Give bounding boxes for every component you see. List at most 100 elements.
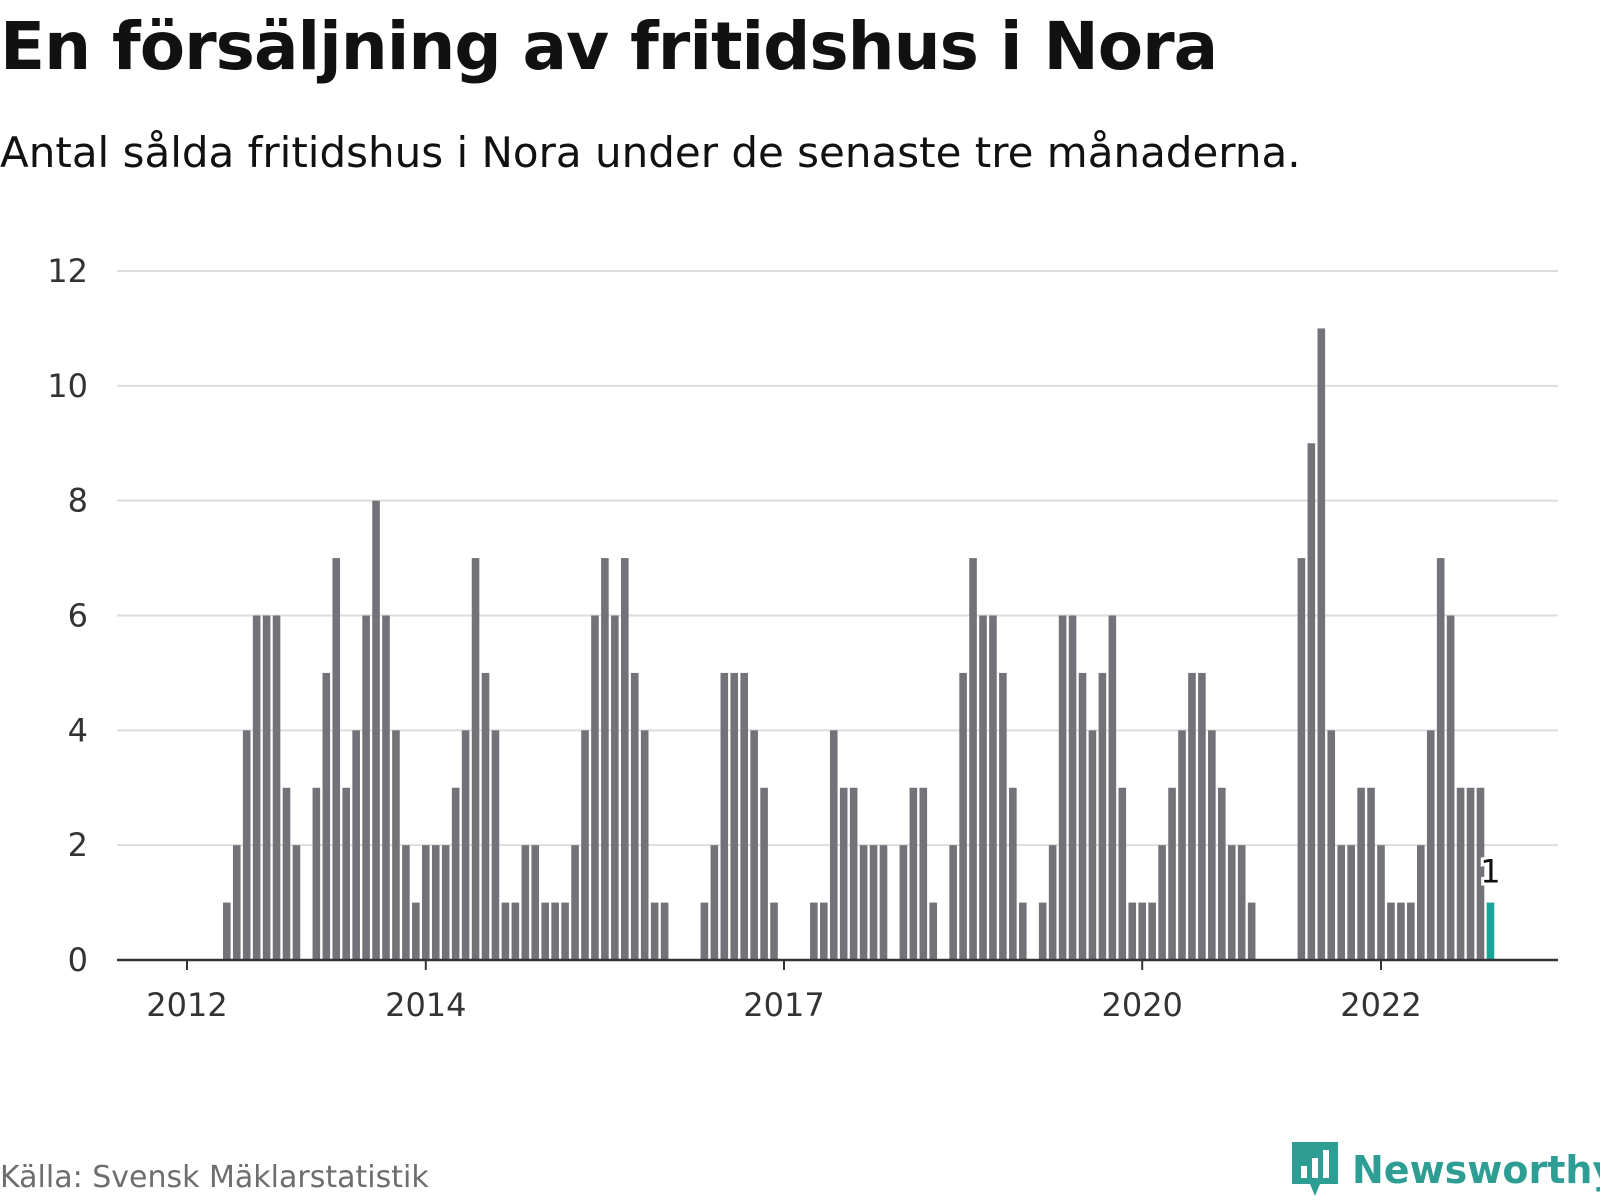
bar [869,845,878,960]
bar [949,845,957,960]
bar [1019,902,1027,960]
bar [1337,845,1345,960]
bar [979,615,987,960]
bar [382,615,390,960]
x-tick-label: 2014 [385,986,466,1024]
bar [1158,845,1166,960]
bar [929,902,938,960]
bar [959,672,967,960]
bar [1377,845,1385,960]
bar [879,845,888,960]
bar [1317,328,1326,961]
bar [511,902,520,960]
bar [262,615,271,960]
y-tick-label: 6 [68,597,88,635]
bar [571,845,579,960]
x-tick-label: 2012 [146,986,227,1024]
bar [282,787,291,960]
bar [561,902,569,960]
bar [1357,787,1365,960]
bar [1466,787,1475,960]
bar [750,730,758,960]
bar [312,787,321,960]
bar [342,787,350,960]
bar [1188,672,1196,960]
bar [1208,730,1216,960]
y-tick-label: 0 [68,941,88,979]
bar [770,902,778,960]
bar [1476,787,1485,960]
bar [1138,902,1146,960]
bar [1347,845,1355,960]
bar [591,615,599,960]
bar [1218,787,1226,960]
bar [491,730,500,960]
bar [969,558,977,960]
bar [332,558,341,960]
bar [292,845,301,960]
y-tick-label: 2 [68,826,88,864]
y-tick-label: 4 [68,711,88,749]
bar [730,672,739,960]
chart-title: En försäljning av fritidshus i Nora [0,8,1218,85]
bar [441,845,450,960]
bar [1237,845,1246,960]
bar [999,672,1007,960]
bar [1397,902,1405,960]
brand-name: Newsworthy [1352,1148,1600,1192]
bar [1198,672,1206,960]
bar [859,845,868,960]
bar [1407,902,1415,960]
bar [501,902,510,960]
bar [829,730,838,960]
bar [839,787,848,960]
bar [820,902,828,960]
bar [1227,845,1236,960]
bar [1436,558,1445,960]
bar [252,615,261,960]
bar [372,500,380,960]
bar [521,845,530,960]
bar [422,845,430,960]
bar [1078,672,1087,960]
bar [909,787,918,960]
bar [471,558,480,960]
bar [1307,443,1316,960]
bar [919,787,928,960]
bar [1247,902,1256,960]
newsworthy-logo-icon [1292,1142,1338,1196]
y-tick-label: 12 [47,252,88,290]
bar [1426,730,1435,960]
bar [849,787,858,960]
bar [989,615,997,960]
bar [601,558,609,960]
bar [412,902,420,960]
bar [1118,787,1127,960]
bar [611,615,619,960]
bar [481,672,490,960]
bar [531,845,540,960]
last-value-label: 1 [1480,853,1500,891]
bar [1297,558,1306,960]
bar [1417,845,1425,960]
bar [451,787,460,960]
bars [223,328,1495,961]
data-labels: 1 [1477,850,1503,894]
chart-subtitle: Antal sålda fritidshus i Nora under de s… [0,128,1301,177]
bar [232,845,241,960]
bar [431,845,440,960]
bar [352,730,360,960]
x-tick-label: 2017 [743,986,824,1024]
y-axis-tick-labels: 0 2 4 6 8 10 12 [47,252,88,979]
source-note: Källa: Svensk Mäklarstatistik [0,1160,429,1195]
bar [700,902,709,960]
bar [1048,845,1057,960]
bar [322,672,331,960]
bar [650,902,659,960]
bar [551,902,559,960]
x-axis-ticks: 2012 2014 2017 2020 2022 [146,960,1422,1024]
bar [362,615,370,960]
bar [1058,615,1067,960]
bar [630,672,639,960]
bar [1148,902,1156,960]
